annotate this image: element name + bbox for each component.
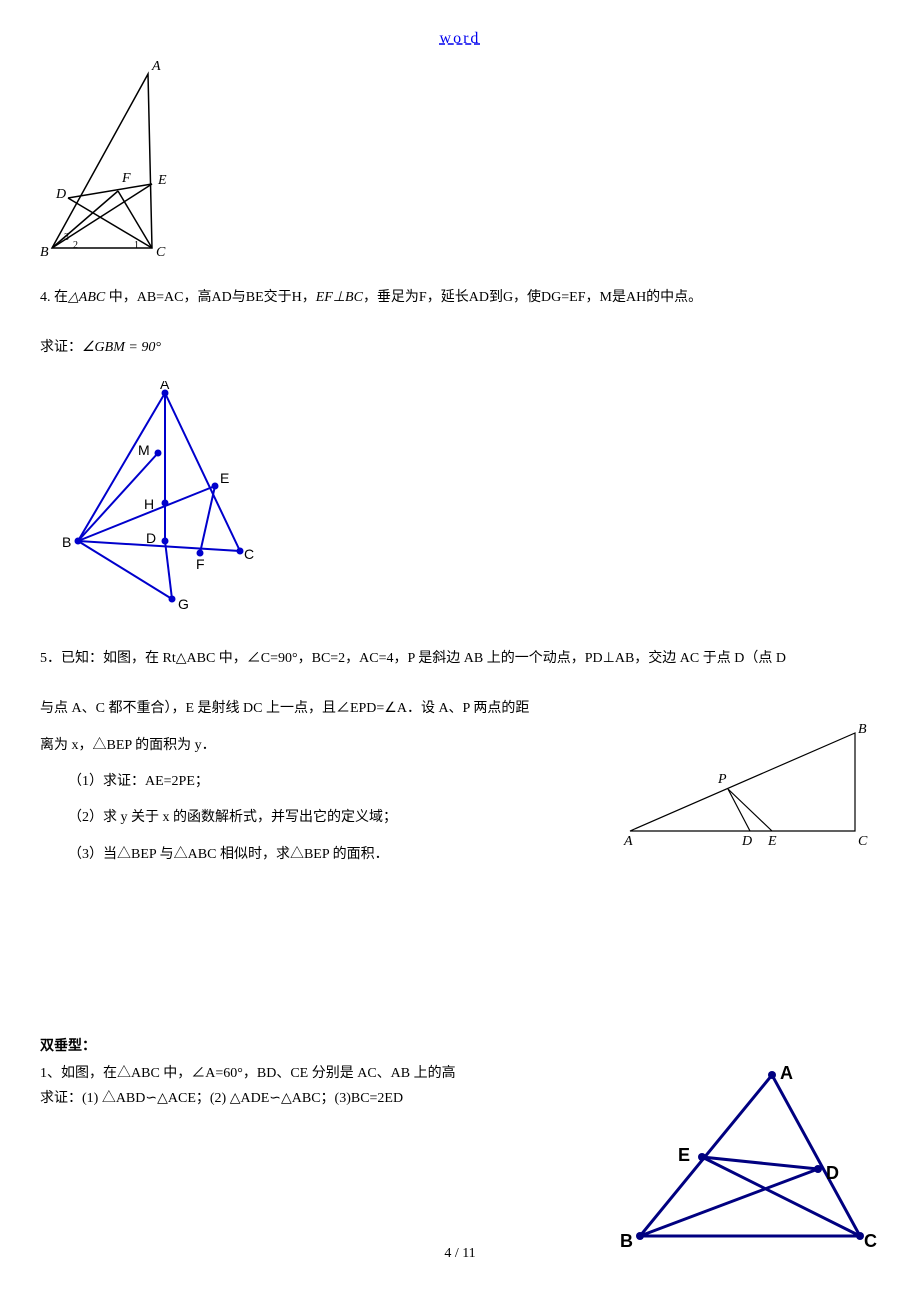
p5-line1: 5．已知：如图，在 Rt△ABC 中，∠C=90°，BC=2，AC=4，P 是斜… — [40, 641, 880, 677]
svg-text:M: M — [138, 442, 150, 458]
svg-text:E: E — [678, 1145, 690, 1165]
svg-text:B: B — [858, 722, 867, 737]
dp-line2: 求证：(1) △ABD∽△ACE；(2) △ADE∽△ABC；(3)BC=2ED — [40, 1086, 600, 1111]
dp-line1: 1、如图，在△ABC 中，∠A=60°，BD、CE 分别是 AC、AB 上的高 — [40, 1061, 600, 1086]
svg-text:D: D — [55, 187, 66, 202]
p4-perp: EF⊥BC — [316, 290, 363, 305]
p4-prove-label: 求证： — [40, 340, 82, 355]
problem-4-stmt: 4. 在△ABC 中，AB=AC，高AD与BE交于H，EF⊥BC，垂足为F，延长… — [40, 280, 880, 316]
header-word: word — [40, 30, 880, 48]
figure-1: A E F D B C 3 2 1 — [40, 56, 180, 266]
svg-text:1: 1 — [134, 240, 139, 251]
p5-q1: （1）求证：AE=2PE； — [40, 764, 600, 800]
svg-text:E: E — [767, 834, 777, 849]
p5-q2: （2）求 y 关于 x 的函数解析式，并写出它的定义域； — [40, 800, 600, 836]
svg-text:C: C — [858, 834, 868, 849]
svg-text:3: 3 — [64, 232, 69, 243]
svg-text:2: 2 — [73, 240, 78, 251]
svg-text:F: F — [121, 171, 131, 186]
svg-text:B: B — [62, 534, 71, 550]
svg-text:A: A — [623, 834, 633, 849]
svg-text:E: E — [220, 470, 229, 486]
svg-text:P: P — [717, 772, 727, 787]
p4-c: ，垂足为F，延长AD到G，使DG=EF，M是AH的中点。 — [363, 290, 702, 305]
figure-4: AB CD E — [620, 1061, 880, 1251]
svg-text:B: B — [40, 245, 49, 260]
svg-text:D: D — [146, 530, 156, 546]
double-perp-title: 双垂型： — [40, 1033, 880, 1061]
svg-text:C: C — [156, 245, 166, 260]
p5-line2a: 与点 A、C 都不重合），E 是射线 DC 上一点，且∠EPD=∠A．设 A、P… — [40, 691, 600, 727]
svg-text:A: A — [160, 381, 170, 392]
p4-tri: △ABC — [68, 290, 105, 305]
figure-3: A B C P DE — [620, 721, 880, 849]
p4-b: 中，AB=AC，高AD与BE交于H， — [105, 290, 316, 305]
page-footer: 4 / 11 — [0, 1246, 920, 1262]
svg-text:E: E — [157, 173, 167, 188]
p4-a: 4. 在 — [40, 290, 68, 305]
svg-text:H: H — [144, 496, 154, 512]
problem-4-prove: 求证：∠GBM = 90° — [40, 330, 880, 366]
svg-text:A: A — [780, 1063, 793, 1083]
figure-2: A B C D E F G H M — [60, 381, 260, 621]
p5-q3: （3）当△BEP 与△ABC 相似时，求△BEP 的面积． — [40, 837, 600, 873]
svg-text:F: F — [196, 556, 205, 572]
p4-prove: ∠GBM = 90° — [82, 340, 161, 355]
svg-text:D: D — [826, 1163, 839, 1183]
svg-text:G: G — [178, 596, 189, 612]
p5-line2b: 离为 x，△BEP 的面积为 y． — [40, 728, 600, 764]
svg-text:C: C — [244, 546, 254, 562]
svg-text:D: D — [741, 834, 752, 849]
svg-text:A: A — [151, 59, 161, 74]
